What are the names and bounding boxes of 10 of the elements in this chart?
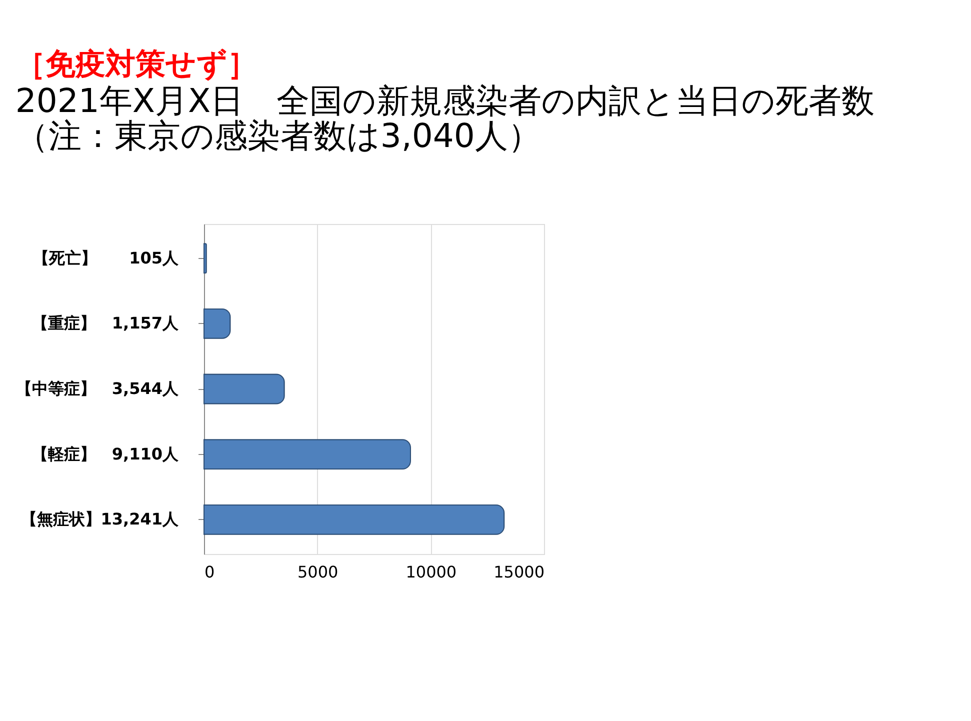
x-tick-label: 15000 [494,562,544,582]
x-tick-label: 5000 [297,562,338,582]
x-tick-label: 10000 [406,562,457,582]
y-tick-label: 【死亡】 105人 [33,248,180,268]
y-tick-label: 【中等症】 3,544人 [16,379,180,398]
chart-title: ［免疫対策せず］ [15,47,258,82]
y-tick-label: 【軽症】 9,110人 [32,444,180,464]
y-tick-label: 【無症状】13,241人 [20,510,180,529]
x-tick-label: 0 [204,562,215,582]
y-tick-label: 【重症】 1,157人 [32,314,180,333]
